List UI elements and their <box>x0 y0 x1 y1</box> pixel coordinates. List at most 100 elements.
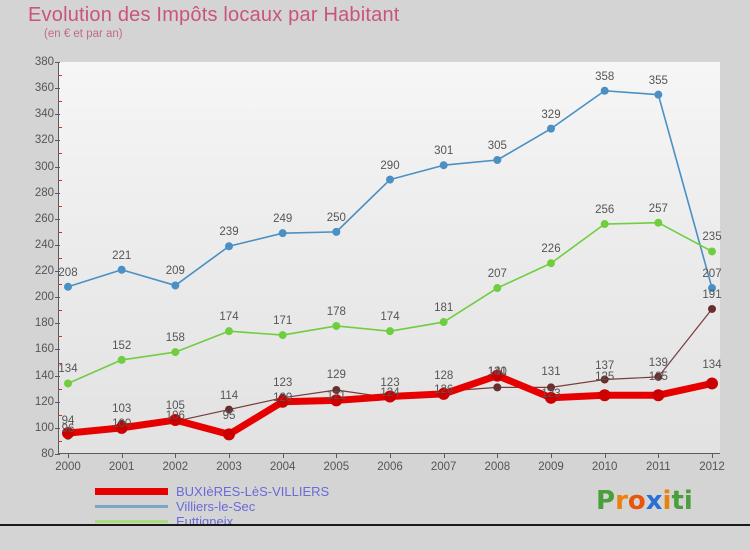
proxiti-logo: Proxiti <box>596 486 693 516</box>
footer-divider <box>0 524 750 526</box>
x-axis-tick-mark <box>497 453 499 458</box>
y-axis-tick-label: 160 <box>34 343 54 356</box>
y-axis-minor-tick <box>58 388 62 390</box>
series-point <box>225 405 233 414</box>
series-point <box>64 379 72 388</box>
x-axis-tick-label: 2001 <box>108 461 135 473</box>
y-axis-tick-label: 360 <box>34 82 54 95</box>
series-point <box>62 427 74 440</box>
series-point <box>654 90 663 99</box>
y-axis-tick-label: 280 <box>34 186 54 199</box>
y-axis-tick-label: 300 <box>34 160 54 173</box>
series-point <box>171 348 180 357</box>
series-point <box>439 161 448 170</box>
x-axis-tick-label: 2000 <box>55 461 81 473</box>
y-axis-minor-tick <box>58 336 62 338</box>
y-axis-tick-label: 80 <box>41 448 54 460</box>
x-axis-tick-mark <box>336 453 338 458</box>
series-point <box>708 304 716 313</box>
y-axis-tick-label: 180 <box>34 317 54 330</box>
y-axis-tick-label: 100 <box>34 421 54 434</box>
series-point <box>332 321 341 330</box>
y-axis-tick-mark <box>55 427 60 429</box>
x-axis-tick-label: 2008 <box>484 461 511 473</box>
y-axis-tick-label: 260 <box>34 212 54 225</box>
series-line <box>67 89 713 289</box>
x-axis-tick-mark <box>551 453 552 458</box>
series-line <box>64 372 716 438</box>
x-axis-tick-mark <box>175 453 177 458</box>
y-axis-tick-mark <box>55 454 60 455</box>
y-axis-tick-mark <box>55 297 60 299</box>
series-point <box>64 282 72 291</box>
series-point <box>384 390 396 403</box>
logo-letter: t <box>671 486 684 516</box>
x-axis-tick-label: 2002 <box>162 461 189 473</box>
series-point <box>493 156 502 164</box>
series-point <box>386 327 394 336</box>
x-axis-tick-label: 2005 <box>323 461 350 473</box>
y-axis-minor-tick <box>58 362 62 364</box>
footer-band <box>0 526 750 550</box>
x-axis-tick-label: 2009 <box>538 461 564 473</box>
series-point <box>117 355 126 364</box>
legend-item[interactable]: BUXIèRES-LèS-VILLIERS <box>95 484 329 499</box>
y-axis-tick-label: 220 <box>34 265 54 278</box>
x-axis-tick-mark <box>712 453 713 458</box>
series-point <box>708 247 716 256</box>
x-axis-tick-label: 2012 <box>699 461 725 473</box>
legend-item-label: BUXIèRES-LèS-VILLIERS <box>176 484 330 499</box>
y-axis-tick-mark <box>55 114 60 116</box>
series-point <box>493 284 502 293</box>
y-axis-minor-tick <box>58 231 62 233</box>
x-axis-tick-label: 2011 <box>645 461 671 473</box>
series-point <box>547 259 555 268</box>
legend-item-label: Villiers-le-Sec <box>176 499 256 514</box>
y-axis-tick-mark <box>55 401 60 403</box>
y-axis-tick-mark <box>55 192 60 194</box>
x-axis-tick-mark <box>658 453 660 458</box>
x-axis-tick-label: 2007 <box>430 461 457 473</box>
y-axis-tick-mark <box>55 140 60 142</box>
y-axis-tick-mark <box>55 218 60 220</box>
series-point <box>171 281 180 290</box>
series-point <box>169 414 182 427</box>
logo-letter: P <box>596 486 616 516</box>
series-line <box>67 221 713 385</box>
logo-letter: r <box>615 486 628 516</box>
y-axis-tick-label: 200 <box>34 291 54 304</box>
page-subtitle: (en € et par an) <box>44 28 123 40</box>
y-axis-tick-label: 240 <box>34 238 54 251</box>
x-axis-tick-mark <box>443 453 445 458</box>
x-axis-tick-mark <box>604 453 606 458</box>
y-axis-tick-label: 320 <box>34 134 54 147</box>
series-point <box>598 389 611 402</box>
series-point <box>547 383 555 392</box>
plot-area: 80 100 120 140 160 180 200 220 240 260 280 300 320 34… <box>35 56 725 473</box>
y-axis-tick-mark <box>55 271 60 273</box>
series-point <box>708 284 716 293</box>
x-axis-tick-mark <box>229 453 230 458</box>
series-point <box>600 375 609 384</box>
series-point <box>117 265 126 274</box>
series-point <box>706 377 718 390</box>
y-axis-tick-label: 380 <box>34 56 54 68</box>
legend-color-swatch <box>95 505 168 508</box>
y-axis-tick-label: 140 <box>34 369 54 382</box>
y-axis-minor-tick <box>58 75 62 77</box>
series-point <box>600 86 609 95</box>
series-point <box>115 421 128 434</box>
x-axis-tick-mark <box>121 453 123 458</box>
series-point <box>276 395 289 408</box>
series-point <box>223 428 235 441</box>
y-axis-tick-mark <box>55 88 60 90</box>
legend-item[interactable]: Villiers-le-Sec <box>95 499 329 514</box>
logo-letter: i <box>662 486 672 516</box>
legend-color-swatch <box>95 520 168 523</box>
x-axis-tick-label: 2006 <box>377 461 403 473</box>
y-axis-tick-mark <box>55 323 60 325</box>
series-point <box>547 124 555 133</box>
x-axis-tick-label: 2010 <box>591 461 618 473</box>
logo-letter: x <box>645 486 663 516</box>
